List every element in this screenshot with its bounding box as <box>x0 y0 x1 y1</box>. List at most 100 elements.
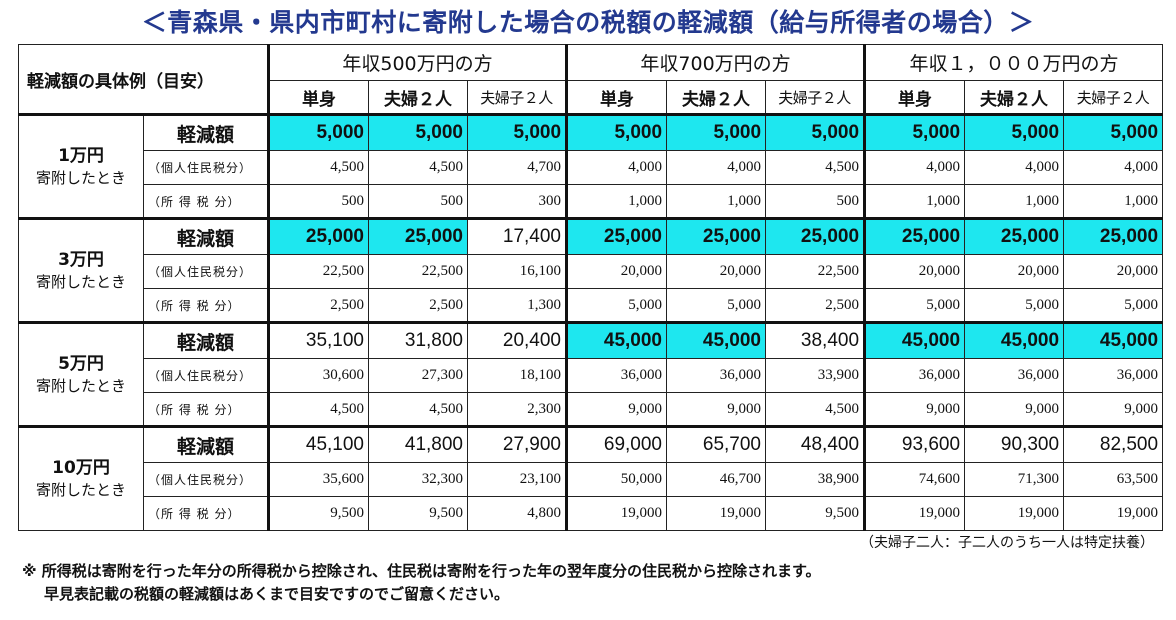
resident-tax-value: 20,000 <box>666 254 767 289</box>
reduction-value: 93,600 <box>863 425 966 463</box>
income-tax-value: 1,000 <box>863 184 966 219</box>
resident-tax-value: 4,000 <box>666 150 767 185</box>
resident-tax-value: 36,000 <box>1063 358 1164 393</box>
reduction-value: 27,900 <box>466 425 568 463</box>
income-1000-header: 年収１，０００万円の方 <box>863 44 1164 81</box>
reduction-value: 5,000 <box>267 113 369 151</box>
resident-tax-value: 20,000 <box>964 254 1065 289</box>
resident-tax-label: （個人住民税分） <box>143 150 269 185</box>
table-row: （所 得 税 分） 4,500 4,500 2,300 9,000 9,000 4,500 9… <box>19 392 1164 427</box>
resident-tax-value: 46,700 <box>666 462 767 497</box>
reduction-value: 5,000 <box>466 113 568 151</box>
income-tax-value: 9,000 <box>863 392 966 427</box>
donation-amount-cell: 5万円 寄附したとき <box>18 321 144 427</box>
income-tax-label: （所 得 税 分） <box>143 288 269 323</box>
resident-tax-value: 22,500 <box>368 254 468 289</box>
reduction-value: 20,400 <box>466 321 568 359</box>
resident-tax-value: 20,000 <box>1063 254 1164 289</box>
reduction-value: 5,000 <box>863 113 966 151</box>
household-header: 夫婦子２人 <box>765 80 866 115</box>
resident-tax-value: 4,500 <box>368 150 468 185</box>
income-tax-value: 1,000 <box>565 184 668 219</box>
reduction-value: 25,000 <box>267 217 369 255</box>
resident-tax-value: 4,000 <box>565 150 668 185</box>
income-tax-value: 500 <box>267 184 369 219</box>
household-header: 夫婦２人 <box>368 80 468 115</box>
table-row: （個人住民税分） 35,600 32,300 23,100 50,000 46,700 38… <box>19 462 1164 497</box>
income-tax-value: 2,300 <box>466 392 568 427</box>
income-tax-value: 1,000 <box>964 184 1065 219</box>
income-700-header: 年収700万円の方 <box>565 44 866 81</box>
resident-tax-value: 27,300 <box>368 358 468 393</box>
income-tax-value: 19,000 <box>1063 496 1164 531</box>
income-tax-value: 1,000 <box>666 184 767 219</box>
resident-tax-value: 36,000 <box>565 358 668 393</box>
reduction-value: 17,400 <box>466 217 568 255</box>
income-tax-value: 9,000 <box>1063 392 1164 427</box>
donation-caption: 寄附したとき <box>35 272 126 291</box>
income-tax-value: 19,000 <box>964 496 1065 531</box>
income-tax-label: （所 得 税 分） <box>143 392 269 427</box>
household-header: 夫婦子２人 <box>1063 80 1164 115</box>
resident-tax-value: 36,000 <box>863 358 966 393</box>
resident-tax-value: 4,000 <box>964 150 1065 185</box>
resident-tax-value: 4,700 <box>466 150 568 185</box>
reduction-value: 5,000 <box>765 113 866 151</box>
income-tax-value: 9,000 <box>666 392 767 427</box>
reduction-value: 5,000 <box>368 113 468 151</box>
reduction-value: 5,000 <box>964 113 1065 151</box>
income-tax-value: 9,000 <box>565 392 668 427</box>
table-row: 3万円 寄附したとき 軽減額 25,000 25,000 17,400 25,000 25,0… <box>18 217 1164 323</box>
note-line-1: ※ 所得税は寄附を行った年分の所得税から控除され、住民税は寄附を行った年の翌年度… <box>22 562 821 580</box>
donation-caption: 寄附したとき <box>35 376 126 395</box>
donation-amount: 1万円 <box>58 145 104 166</box>
resident-tax-value: 4,000 <box>1063 150 1164 185</box>
income-tax-value: 9,500 <box>368 496 468 531</box>
reduction-label: 軽減額 <box>143 113 269 151</box>
table-row: 5万円 寄附したとき 軽減額 35,100 31,800 20,400 45,000 45,0… <box>18 321 1164 427</box>
income-tax-value: 4,800 <box>466 496 568 531</box>
income-tax-value: 1,000 <box>1063 184 1164 219</box>
income-tax-value: 4,500 <box>267 392 369 427</box>
income-tax-value: 2,500 <box>267 288 369 323</box>
reduction-value: 45,000 <box>1063 321 1164 359</box>
resident-tax-value: 18,100 <box>466 358 568 393</box>
resident-tax-value: 50,000 <box>565 462 668 497</box>
reduction-value: 25,000 <box>565 217 668 255</box>
income-tax-value: 2,500 <box>368 288 468 323</box>
income-tax-value: 500 <box>368 184 468 219</box>
footnote-family-definition: （夫婦子二人：子二人のうち一人は特定扶養） <box>860 535 1154 551</box>
resident-tax-value: 16,100 <box>466 254 568 289</box>
donation-amount: 3万円 <box>58 249 104 270</box>
reduction-label: 軽減額 <box>143 217 269 255</box>
income-tax-value: 5,000 <box>964 288 1065 323</box>
resident-tax-value: 23,100 <box>466 462 568 497</box>
donation-amount-cell: 3万円寄附したとき <box>18 217 144 323</box>
table-row: （所 得 税 分） 2,500 2,500 1,300 5,000 5,000 2,500 5… <box>19 288 1164 323</box>
page-title: ＜青森県・県内市町村に寄附した場合の税額の軽減額（給与所得者の場合）＞ <box>141 8 1035 37</box>
donation-amount: 10万円 <box>52 458 110 478</box>
reduction-value: 69,000 <box>565 425 668 463</box>
reduction-value: 25,000 <box>1063 217 1164 255</box>
income-tax-value: 9,500 <box>765 496 866 531</box>
income-tax-value: 5,000 <box>565 288 668 323</box>
resident-tax-value: 71,300 <box>964 462 1065 497</box>
income-tax-value: 5,000 <box>863 288 966 323</box>
reduction-value: 5,000 <box>565 113 668 151</box>
table-row: （個人住民税分） 22,500 22,500 16,100 20,000 20,000 22… <box>19 254 1164 289</box>
tax-reduction-table: 軽減額の具体例（目安） 年収500万円の方 年収700万円の方 年収１，０００万… <box>18 44 1164 531</box>
donation-amount-cell: 1万円 寄附したとき <box>18 113 144 219</box>
note-line-2: 早見表記載の税額の軽減額はあくまで目安ですのでご留意ください。 <box>44 585 510 603</box>
income-tax-value: 9,500 <box>267 496 369 531</box>
notes: ※ 所得税は寄附を行った年分の所得税から控除され、住民税は寄附を行った年の翌年度… <box>22 560 820 606</box>
reduction-value: 5,000 <box>1063 113 1164 151</box>
income-tax-value: 19,000 <box>565 496 668 531</box>
reduction-value: 25,000 <box>765 217 866 255</box>
income-tax-value: 4,500 <box>765 392 866 427</box>
reduction-value: 38,400 <box>765 321 866 359</box>
table-row: 10万円 寄附したとき 軽減額 45,100 41,800 27,900 69,000 65,… <box>18 425 1164 531</box>
resident-tax-value: 4,500 <box>765 150 866 185</box>
reduction-value: 31,800 <box>368 321 468 359</box>
resident-tax-label: （個人住民税分） <box>143 358 269 393</box>
table-row: （個人住民税分） 4,500 4,500 4,700 4,000 4,000 4,500 4,… <box>19 150 1164 185</box>
